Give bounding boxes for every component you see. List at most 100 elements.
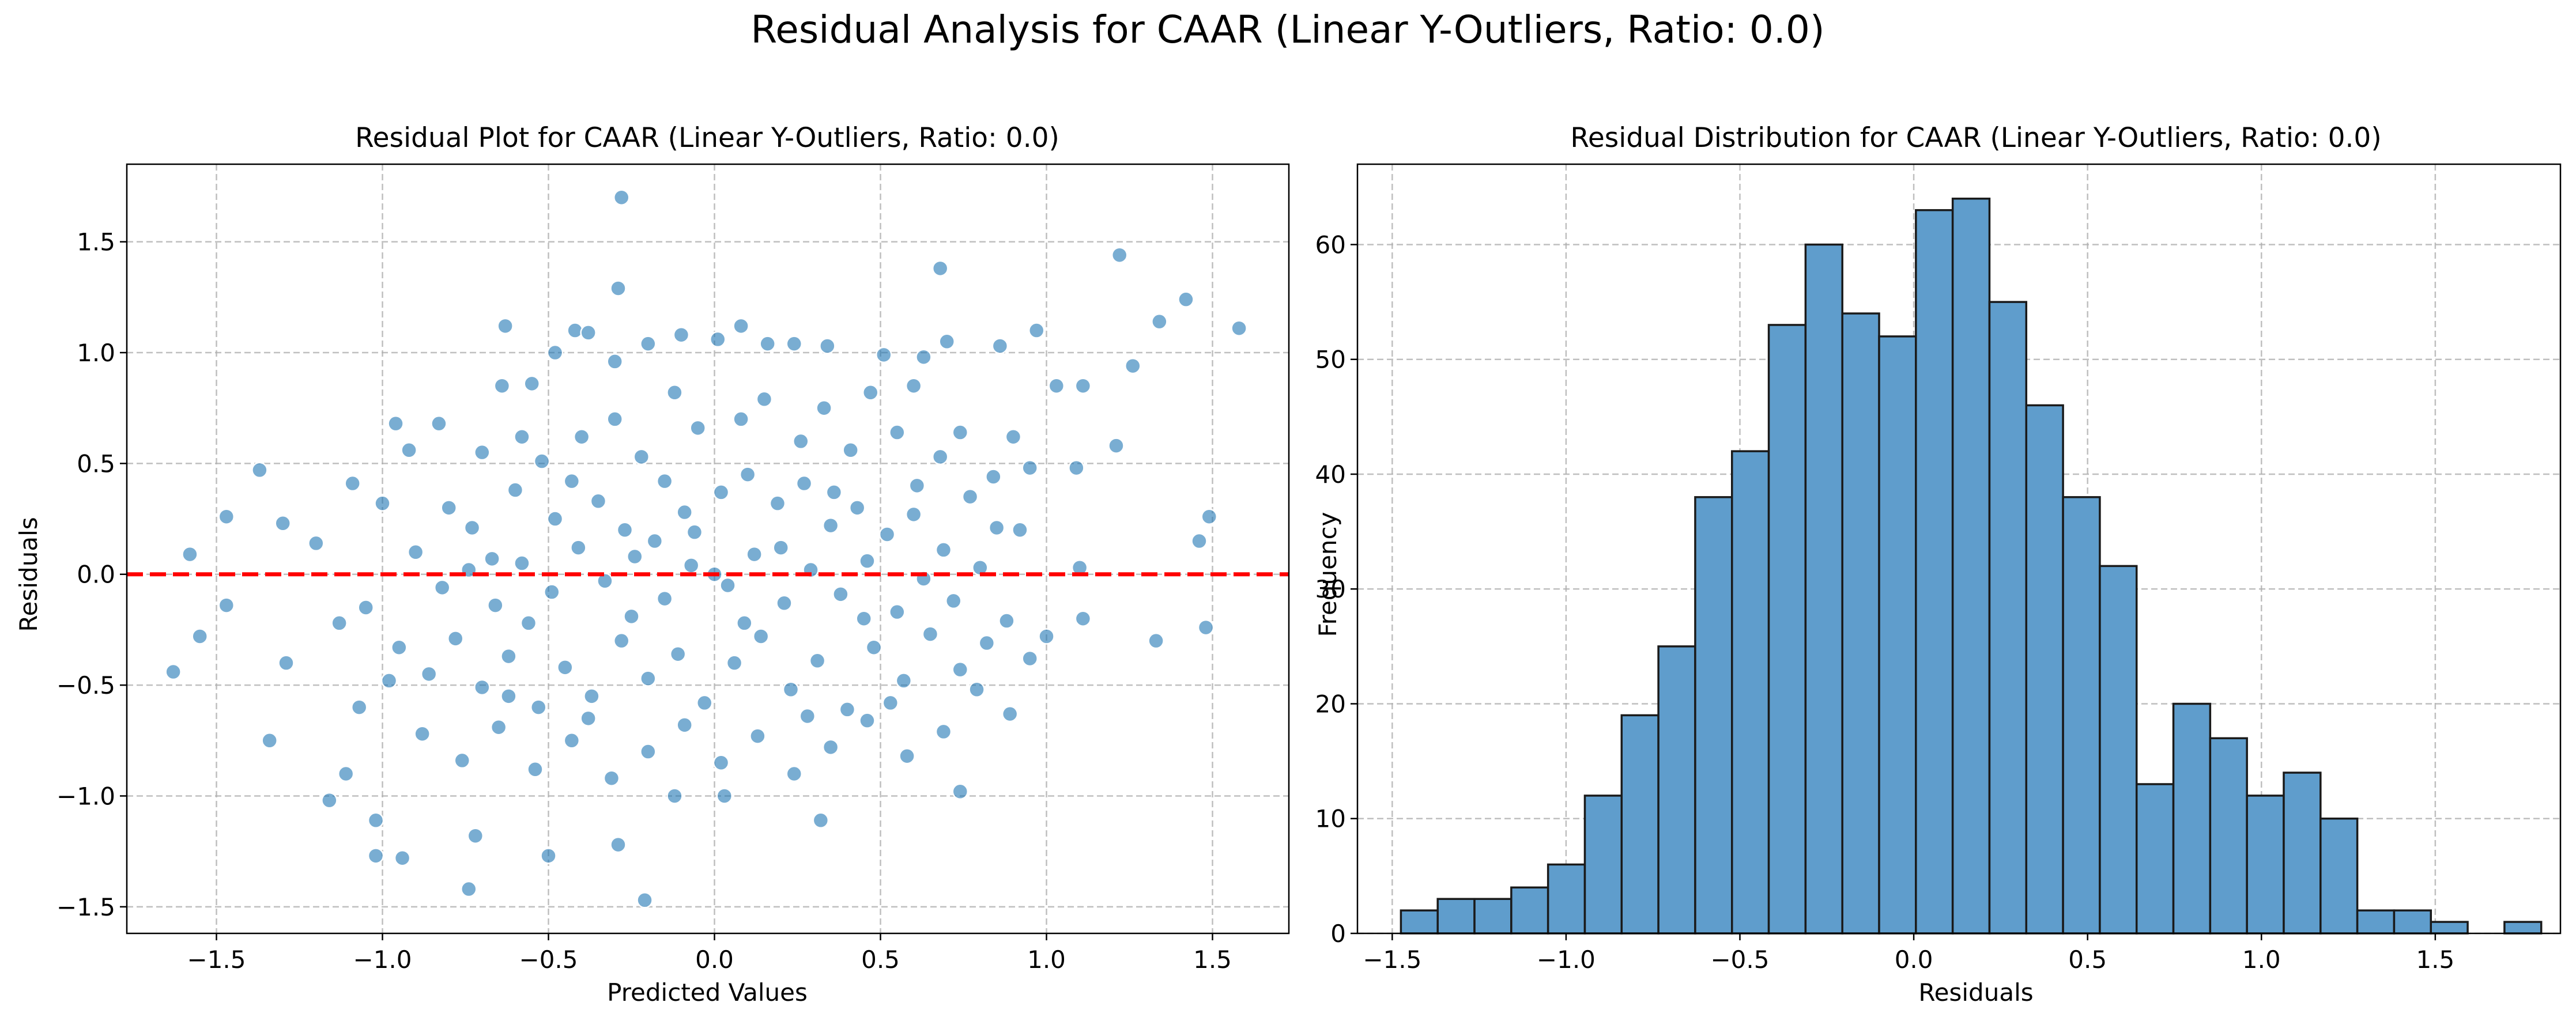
scatter-point: [463, 519, 481, 536]
scatter-point: [500, 648, 517, 665]
scatter-point: [786, 335, 803, 352]
scatter-point: [1108, 437, 1125, 454]
histogram-bar: [1436, 898, 1476, 935]
scatter-point: [387, 415, 404, 432]
scatter-point: [673, 326, 690, 343]
scatter-point: [447, 630, 464, 647]
scatter-point: [474, 679, 491, 696]
scatter-point: [440, 500, 457, 516]
scatter-point: [274, 515, 291, 532]
scatter-y-tick-label: 1.5: [77, 228, 115, 256]
histogram-bar: [1951, 198, 1991, 935]
scatter-point: [563, 472, 580, 490]
scatter-point: [367, 812, 384, 829]
scatter-point: [915, 349, 932, 365]
histogram-x-tick-label: 0.0: [1895, 945, 1933, 974]
scatter-point: [991, 338, 1009, 354]
scatter-point: [431, 415, 447, 432]
scatter-x-tick-label: 0.5: [861, 945, 900, 974]
scatter-point: [809, 652, 826, 670]
scatter-point: [682, 557, 700, 574]
scatter-point: [739, 466, 756, 483]
scatter-point: [640, 335, 657, 352]
scatter-point: [1021, 650, 1038, 667]
scatter-point: [1028, 322, 1045, 339]
scatter-point: [606, 353, 623, 370]
scatter-point: [799, 708, 816, 725]
scatter-point: [344, 475, 361, 492]
scatter-point: [859, 553, 876, 569]
scatter-point: [583, 688, 600, 705]
scatter-y-tick-label: −0.5: [56, 671, 115, 699]
scatter-point: [367, 848, 384, 864]
scatter-point: [876, 346, 892, 364]
scatter-point: [394, 849, 411, 867]
scatter-point: [776, 595, 793, 612]
scatter-y-label: Residuals: [14, 517, 43, 631]
histogram-bar: [2319, 817, 2359, 935]
histogram-bar: [2356, 909, 2396, 935]
scatter-point: [590, 493, 607, 510]
histogram-x-tick-label: 0.5: [2068, 945, 2107, 974]
scatter-point: [848, 500, 866, 516]
scatter-point: [676, 504, 693, 521]
histogram-bars: [1400, 198, 2543, 935]
scatter-point: [191, 628, 208, 645]
scatter-point: [1197, 619, 1215, 636]
scatter-point: [613, 189, 630, 206]
scatter-point: [733, 411, 749, 428]
scatter-y-tick-label: −1.5: [56, 893, 115, 921]
scatter-point: [822, 517, 839, 534]
scatter-point: [454, 752, 471, 769]
scatter-point: [546, 344, 564, 361]
scatter-point: [218, 597, 235, 614]
scatter-point: [862, 384, 879, 401]
scatter-point: [610, 836, 627, 853]
scatter-point: [433, 579, 451, 596]
scatter-point: [606, 411, 623, 428]
histogram-bar: [1583, 795, 1623, 935]
histogram-bar: [2062, 496, 2101, 935]
histogram-bar: [2135, 783, 2175, 935]
scatter-point: [931, 260, 949, 277]
scatter-point: [414, 725, 431, 742]
scatter-x-ticks: −1.5 −1.0 −0.5 0.0 0.5 1.0 1.5: [187, 933, 1232, 974]
scatter-points: [165, 189, 1247, 909]
scatter-point: [514, 428, 530, 445]
histogram-y-tick-label: 0: [1330, 920, 1346, 948]
scatter-point: [666, 384, 683, 401]
histogram-bar: [1841, 312, 1880, 935]
scatter-point: [733, 317, 749, 335]
histogram-bar: [2099, 565, 2138, 935]
histogram-bar: [1767, 324, 1807, 935]
scatter-x-label: Predicted Values: [607, 978, 808, 1007]
scatter-x-tick-label: −0.5: [519, 945, 578, 974]
scatter-point: [952, 424, 969, 441]
scatter-point: [878, 526, 896, 543]
scatter-point: [490, 718, 507, 736]
scatter-point: [839, 701, 856, 718]
scatter-point: [1191, 532, 1208, 550]
scatter-point: [712, 484, 730, 501]
scatter-y-tick-label: 0.0: [77, 561, 115, 589]
scatter-y-tick-label: 0.5: [77, 449, 115, 478]
scatter-point: [563, 732, 580, 749]
histogram-y-label: Frequency: [1314, 512, 1342, 637]
scatter-point: [1148, 632, 1164, 649]
scatter-point: [461, 880, 477, 898]
scatter-point: [922, 626, 939, 642]
scatter-point: [597, 573, 613, 589]
scatter-point: [1068, 459, 1085, 476]
scatter-point: [610, 280, 627, 297]
scatter-point: [825, 484, 843, 501]
histogram-x-ticks: −1.5 −1.0 −0.5 0.0 0.5 1.0 1.5: [1363, 933, 2454, 974]
scatter-point: [497, 317, 514, 335]
scatter-title: Residual Plot for CAAR (Linear Y-Outlier…: [355, 122, 1059, 154]
scatter-point: [420, 665, 437, 683]
histogram-x-tick-label: 1.5: [2416, 945, 2454, 974]
scatter-point: [527, 761, 544, 778]
histogram-y-tick-label: 30: [1315, 575, 1346, 603]
scatter-point: [1001, 705, 1019, 723]
scatter-point: [859, 712, 876, 729]
